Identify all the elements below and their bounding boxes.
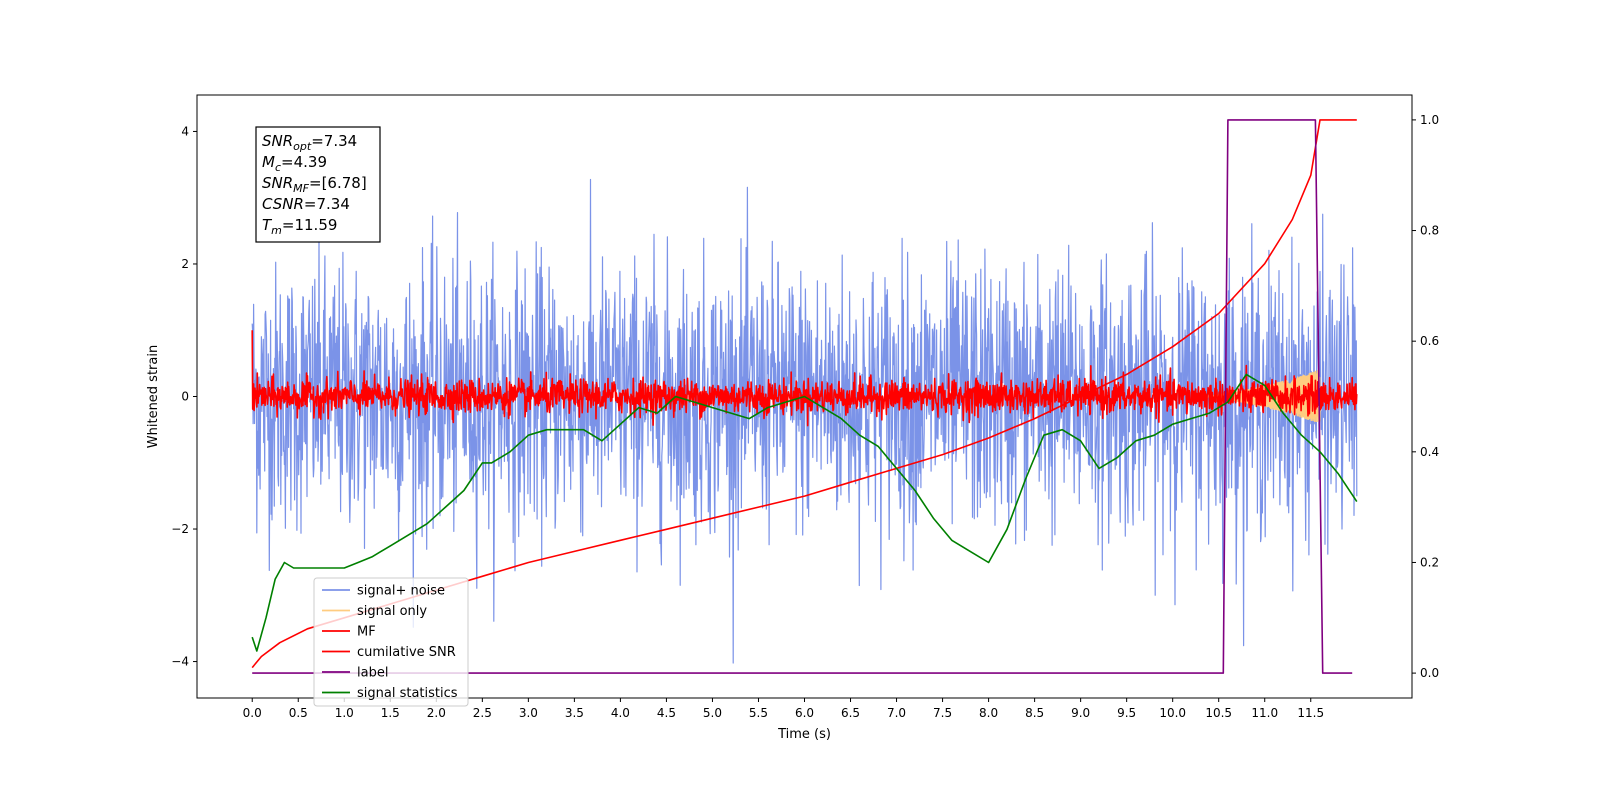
stats-annotation-box: SNRopt=7.34Mc=4.39SNRMF=[6.78]CSNR=7.34T… — [255, 126, 381, 243]
annotation-subscript: MF — [293, 182, 309, 195]
x-tick-label: 5.5 — [749, 706, 768, 720]
x-tick-label: 3.0 — [519, 706, 538, 720]
series-line-mf — [251, 330, 1358, 427]
y-axis-ticks: −4 −2 0 2 4 — [171, 124, 197, 669]
annotation-symbol: T — [262, 216, 273, 234]
y2-axis-ticks: 0.0 0.2 0.4 0.6 0.8 1.0 — [1412, 113, 1439, 680]
annotation-line: Tm=11.59 — [262, 216, 337, 237]
annotation-value: =[6.78] — [309, 174, 367, 192]
x-tick-label: 11.5 — [1297, 706, 1324, 720]
legend-label-signal-noise: signal+ noise — [357, 584, 445, 599]
annotation-subscript: c — [275, 161, 281, 174]
y-tick-label: −4 — [171, 655, 189, 669]
annotation-symbol: SNR — [262, 132, 293, 150]
series-line-signal-statistics — [251, 373, 1358, 652]
x-tick-label: 7.0 — [887, 706, 906, 720]
x-tick-label: 1.0 — [335, 706, 354, 720]
x-tick-label: 8.5 — [1025, 706, 1044, 720]
x-tick-label: 10.0 — [1159, 706, 1186, 720]
y2-tick-label: 0.2 — [1420, 555, 1439, 569]
legend-label-signal-only: signal only — [357, 604, 427, 619]
y2-tick-label: 0.4 — [1420, 445, 1439, 459]
annotation-symbol: M — [262, 153, 275, 171]
legend-frame — [313, 577, 469, 707]
x-tick-label: 1.5 — [381, 706, 400, 720]
annotation-line: SNRMF=[6.78] — [262, 174, 367, 195]
y2-tick-label: 0.8 — [1420, 224, 1439, 238]
annotation-subscript: opt — [293, 140, 312, 153]
x-tick-label: 9.5 — [1117, 706, 1136, 720]
y2-tick-label: 0.0 — [1420, 666, 1439, 680]
x-tick-label: 0.5 — [289, 706, 308, 720]
x-tick-label: 4.0 — [611, 706, 630, 720]
y-tick-label: 4 — [181, 124, 189, 138]
x-tick-label: 5.0 — [703, 706, 722, 720]
annotation-line: CSNR=7.34 — [262, 195, 350, 213]
x-tick-label: 8.0 — [979, 706, 998, 720]
series-line-signal-noise — [251, 178, 1358, 664]
x-tick-label: 9.0 — [1071, 706, 1090, 720]
annotation-value: =4.39 — [281, 153, 327, 171]
x-tick-label: 7.5 — [933, 706, 952, 720]
x-tick-label: 6.0 — [795, 706, 814, 720]
x-tick-label: 0.0 — [243, 706, 262, 720]
annotation-symbol: CSNR — [262, 195, 304, 213]
legend-label-signal-statistics: signal statistics — [357, 686, 458, 701]
annotation-symbol: SNR — [262, 174, 293, 192]
legend-label-cumilative-snr: cumilative SNR — [357, 645, 456, 660]
annotation-value: =7.34 — [304, 195, 350, 213]
annotation-line: Mc=4.39 — [262, 153, 327, 174]
x-tick-label: 2.0 — [427, 706, 446, 720]
legend-label-label: label — [357, 666, 388, 681]
y2-tick-label: 0.6 — [1420, 334, 1439, 348]
x-tick-label: 4.5 — [657, 706, 676, 720]
x-tick-label: 11.0 — [1251, 706, 1278, 720]
annotation-value: =11.59 — [282, 216, 338, 234]
y-tick-label: 2 — [181, 257, 189, 271]
annotation-box-frame — [255, 126, 381, 243]
x-tick-label: 2.5 — [473, 706, 492, 720]
y-tick-label: −2 — [171, 522, 189, 536]
x-tick-label: 6.5 — [841, 706, 860, 720]
annotation-subscript: m — [271, 224, 282, 237]
x-axis-ticks: 0.0 0.5 1.0 1.5 2.0 2.5 3.0 3.5 4.0 4.5 5.0 5.5 6.0 6… — [243, 698, 1324, 720]
series-line-label — [252, 119, 1353, 674]
y-axis-label: Whitened strain — [146, 345, 161, 448]
y2-tick-label: 1.0 — [1420, 113, 1439, 127]
annotation-line: SNRopt=7.34 — [262, 132, 357, 153]
x-axis-label: Time (s) — [777, 727, 831, 742]
x-tick-label: 10.5 — [1205, 706, 1232, 720]
annotation-value: =7.34 — [311, 132, 357, 150]
legend: signal+ noise signal only MF cumilative SNR… — [313, 577, 469, 707]
y-tick-label: 0 — [181, 390, 189, 404]
x-tick-label: 3.5 — [565, 706, 584, 720]
legend-label-mf: MF — [357, 625, 376, 640]
